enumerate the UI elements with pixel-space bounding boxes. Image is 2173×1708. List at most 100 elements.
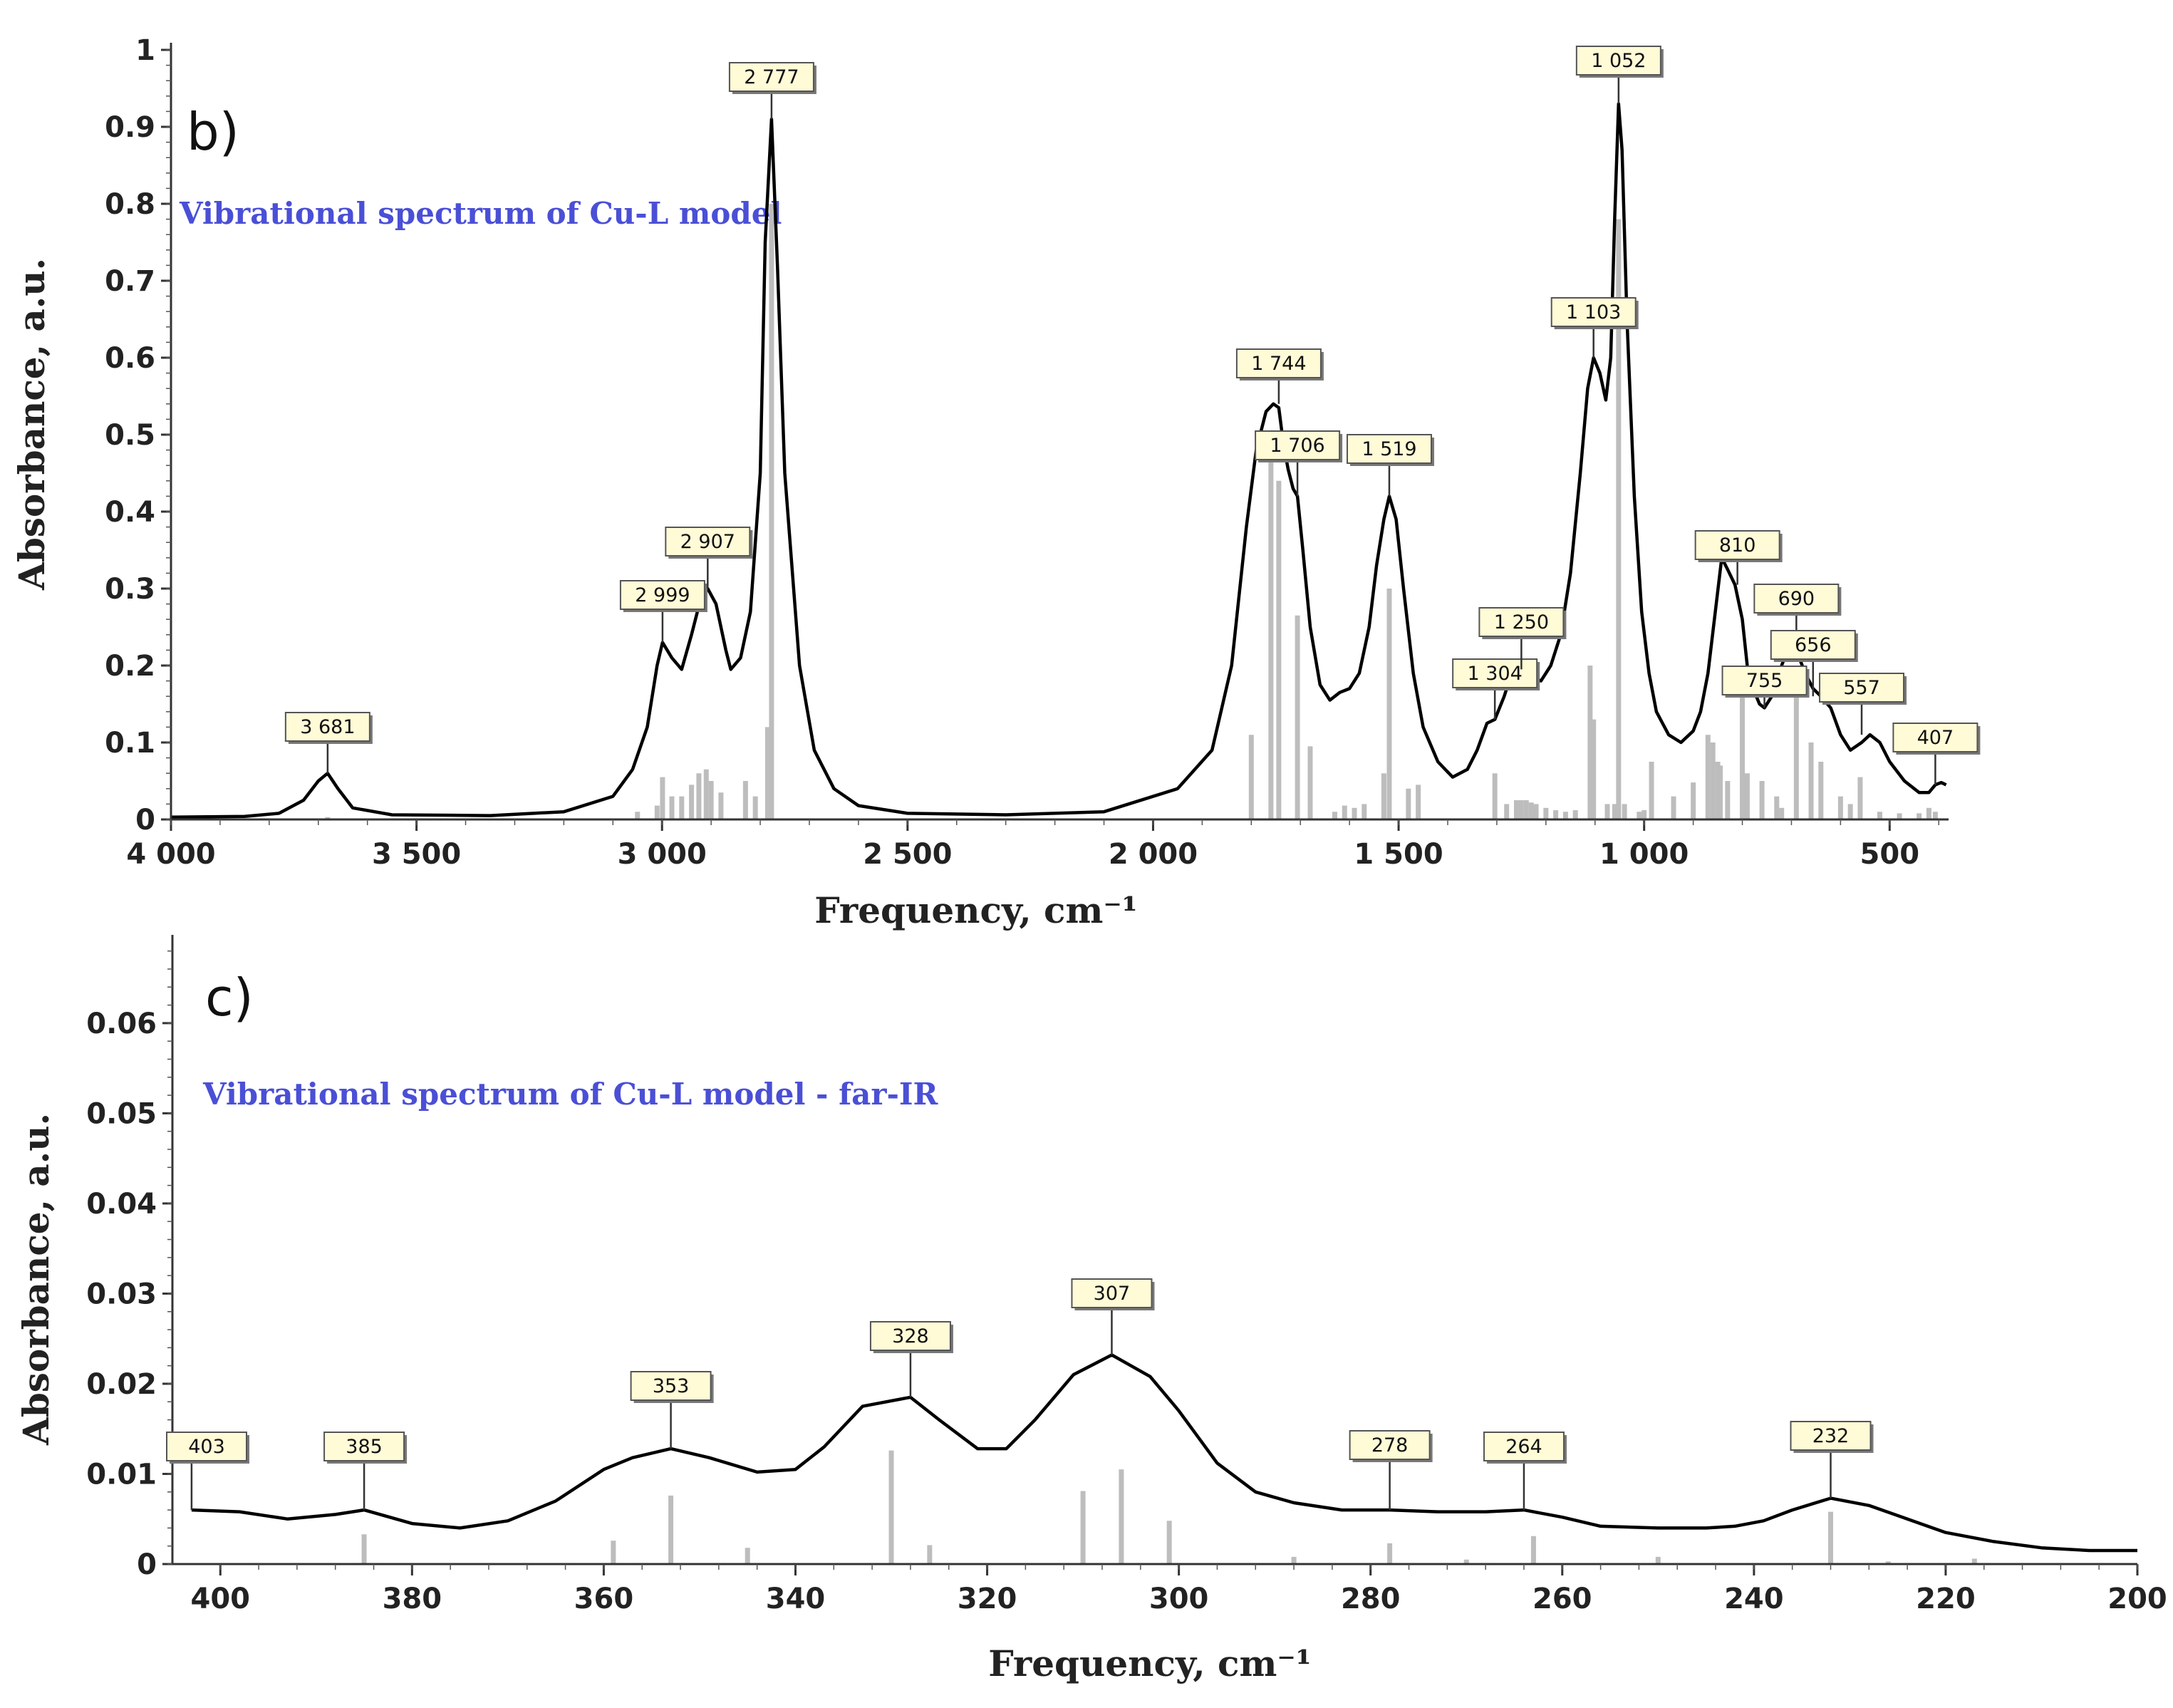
peak-label-b-4: 1 744 — [1235, 348, 1324, 404]
y-tick-label-b-6: 0.6 — [105, 342, 155, 375]
x-tick-label-c-8: 240 — [1724, 1583, 1784, 1615]
peak-box — [1790, 1421, 1872, 1451]
x-tick-label-c-1: 380 — [383, 1583, 442, 1615]
y-tick-label-c-5: 0.05 — [86, 1097, 157, 1130]
peak-label-b-15: 557 — [1819, 673, 1907, 735]
chart-panel-c: c) Vibrational spectrum of Cu-L model - … — [15, 935, 2167, 1684]
peak-value-label: 1 304 — [1468, 663, 1523, 685]
peak-box — [869, 1321, 951, 1351]
peak-label-b-8: 1 250 — [1478, 607, 1567, 670]
x-tick-label-b-3: 2 500 — [863, 838, 952, 871]
peak-box — [1550, 297, 1637, 327]
y-tick-label-b-10: 1 — [135, 34, 155, 67]
x-tick-label-c-9: 220 — [1916, 1583, 1976, 1615]
y-axis-title-b: Absorbance, a.u. — [11, 258, 53, 591]
peak-value-label: 690 — [1778, 588, 1815, 610]
peak-label-b-9: 1 103 — [1550, 297, 1639, 358]
x-tick-label-c-3: 340 — [766, 1583, 826, 1615]
y-tick-label-c-4: 0.04 — [86, 1188, 157, 1221]
x-axis-title-b: Frequency, cm⁻¹ — [814, 889, 1137, 931]
peak-value-label: 2 907 — [680, 531, 735, 553]
peak-label-b-0: 3 681 — [284, 712, 373, 774]
x-tick-label-c-2: 360 — [574, 1583, 634, 1615]
peak-value-label: 656 — [1795, 634, 1832, 656]
peak-value-label: 307 — [1094, 1283, 1131, 1305]
peak-label-b-14: 656 — [1770, 630, 1858, 697]
peak-value-label: 1 519 — [1362, 438, 1416, 460]
peak-box — [630, 1371, 712, 1401]
panel-label-c: c) — [205, 968, 254, 1028]
peak-label-b-11: 810 — [1694, 530, 1783, 585]
peak-box — [728, 62, 814, 92]
peak-label-b-7: 1 304 — [1452, 658, 1540, 720]
peak-label-b-12: 755 — [1721, 666, 1810, 708]
y-axis-title-c: Absorbance, a.u. — [15, 1113, 57, 1446]
y-tick-label-b-4: 0.4 — [105, 496, 155, 529]
peak-label-b-10: 1 052 — [1575, 46, 1664, 104]
x-tick-label-b-2: 3 000 — [618, 838, 707, 871]
peak-box — [1478, 607, 1565, 637]
peak-value-label: 407 — [1917, 727, 1954, 749]
peak-box — [1753, 584, 1840, 614]
y-tick-label-c-1: 0.01 — [86, 1458, 157, 1491]
peak-label-c-0: 403 — [166, 1432, 249, 1511]
x-tick-label-b-1: 3 500 — [372, 838, 461, 871]
peak-box — [1349, 1430, 1431, 1460]
peak-box — [1346, 434, 1432, 464]
y-tick-label-b-2: 0.2 — [105, 650, 155, 683]
peak-box — [1255, 430, 1341, 460]
y-tick-label-b-9: 0.9 — [105, 111, 155, 144]
peak-label-b-3: 2 777 — [728, 62, 816, 120]
peak-value-label: 232 — [1812, 1425, 1850, 1447]
x-tick-label-b-5: 1 500 — [1354, 838, 1443, 871]
panel-label-b: b) — [187, 102, 239, 162]
peak-value-label: 403 — [188, 1436, 225, 1458]
y-tick-label-c-6: 0.06 — [86, 1008, 157, 1040]
peak-value-label: 1 744 — [1251, 353, 1306, 375]
peak-value-label: 810 — [1719, 534, 1756, 557]
y-tick-label-c-0: 0 — [137, 1548, 157, 1581]
spectrum-line-c — [191, 1353, 2137, 1553]
x-tick-label-c-0: 400 — [191, 1583, 251, 1615]
peak-value-label: 264 — [1505, 1436, 1542, 1458]
peak-value-label: 1 250 — [1494, 611, 1549, 633]
y-tick-label-b-1: 0.1 — [105, 727, 155, 760]
chart-subtitle-b: Vibrational spectrum of Cu-L model — [179, 196, 782, 231]
peak-box — [1575, 46, 1661, 76]
peak-label-b-1: 2 999 — [619, 580, 707, 643]
peak-value-label: 278 — [1371, 1434, 1409, 1456]
y-tick-label-c-3: 0.03 — [86, 1278, 157, 1310]
peak-label-b-2: 2 907 — [665, 527, 753, 589]
x-tick-label-c-7: 260 — [1532, 1583, 1592, 1615]
y-tick-label-b-3: 0.3 — [105, 573, 155, 606]
peak-box — [1483, 1432, 1565, 1461]
x-tick-label-c-10: 200 — [2107, 1583, 2167, 1615]
peak-label-b-5: 1 706 — [1255, 430, 1343, 497]
x-tick-label-c-6: 280 — [1341, 1583, 1401, 1615]
y-tick-label-b-8: 0.8 — [105, 188, 155, 221]
peak-value-label: 1 706 — [1270, 435, 1324, 457]
x-tick-label-b-0: 4 000 — [126, 838, 215, 871]
peak-label-c-7: 232 — [1790, 1421, 1874, 1499]
peak-label-c-5: 278 — [1349, 1430, 1433, 1511]
peak-box — [1071, 1278, 1153, 1308]
peak-box — [665, 527, 751, 557]
peak-label-b-6: 1 519 — [1346, 434, 1434, 497]
peak-label-c-6: 264 — [1483, 1432, 1567, 1511]
peak-box — [1694, 530, 1780, 560]
x-tick-label-c-5: 300 — [1149, 1583, 1209, 1615]
x-axis-title-c: Frequency, cm⁻¹ — [988, 1642, 1311, 1684]
peak-label-c-2: 353 — [630, 1371, 714, 1449]
peak-label-b-16: 407 — [1892, 723, 1981, 785]
x-tick-label-b-4: 2 000 — [1109, 838, 1198, 871]
peak-label-c-3: 328 — [869, 1321, 953, 1397]
x-tick-label-b-6: 1 000 — [1599, 838, 1689, 871]
peak-box — [1452, 658, 1538, 688]
spectrum-line-b — [170, 102, 1947, 819]
x-tick-label-b-7: 500 — [1860, 838, 1920, 871]
y-tick-label-b-0: 0 — [135, 804, 155, 837]
peak-value-label: 3 681 — [300, 716, 355, 738]
peak-box — [1770, 630, 1856, 660]
peak-box — [284, 712, 370, 742]
